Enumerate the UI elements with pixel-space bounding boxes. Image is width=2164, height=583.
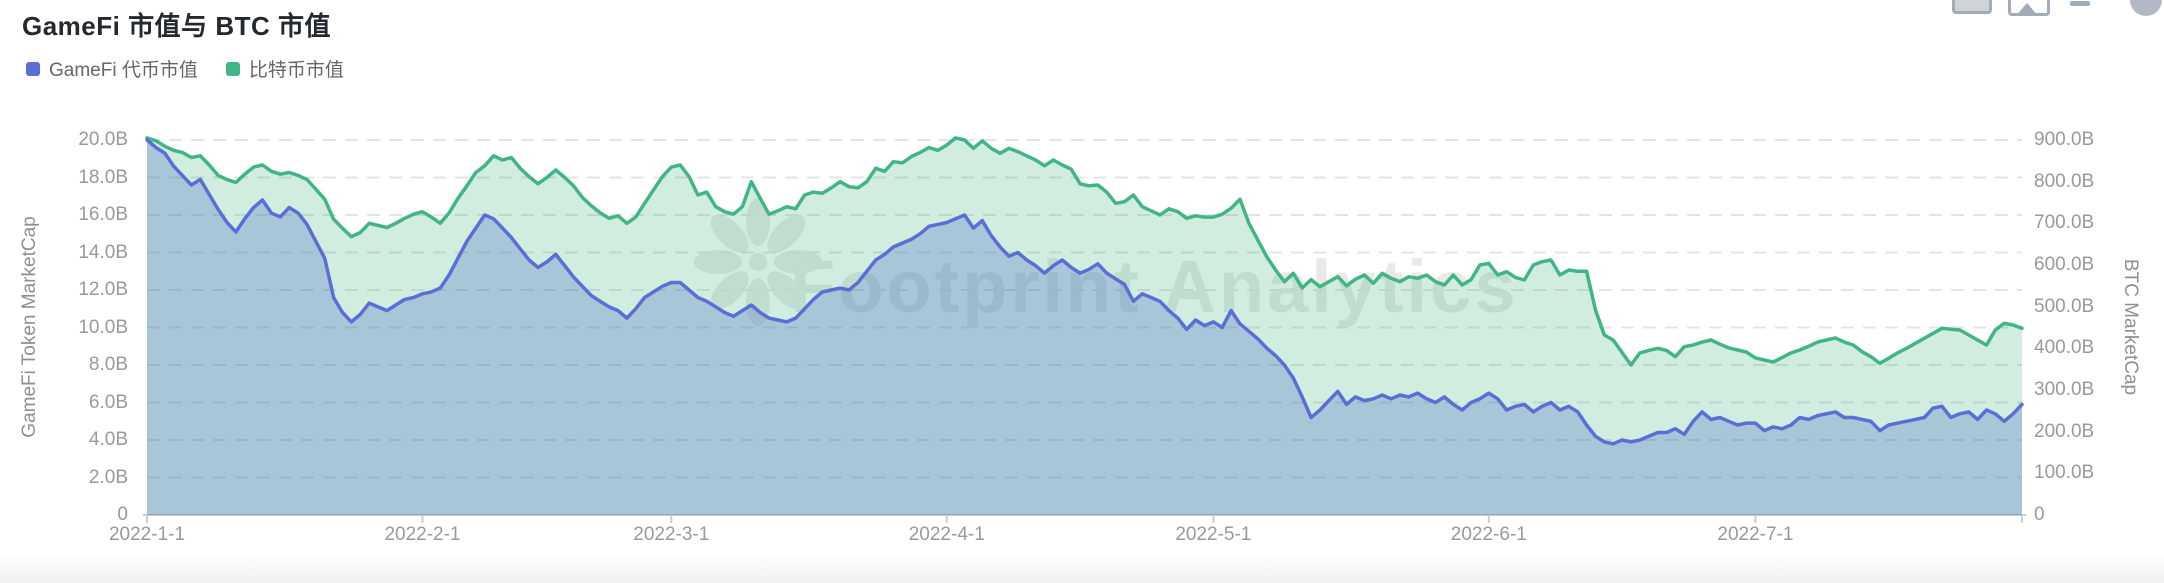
left-axis-tick-label: 4.0B — [88, 429, 128, 450]
left-axis-tick-label: 8.0B — [88, 354, 128, 375]
x-axis-tick-label: 2022-3-1 — [633, 524, 710, 545]
x-axis-tick-label: 2022-6-1 — [1450, 524, 1527, 545]
left-axis-tick-label: 14.0B — [78, 241, 128, 263]
right-axis-tick-label: 800.0B — [2034, 170, 2095, 192]
x-axis-tick-label: 2022-5-1 — [1175, 524, 1252, 545]
right-axis-tick-label: 0 — [2034, 504, 2045, 525]
left-axis-tick-label: 6.0B — [88, 391, 128, 413]
right-axis-tick-label: 300.0B — [2034, 379, 2095, 400]
left-axis-tick-label: 16.0B — [78, 204, 128, 225]
line-left — [145, 138, 2024, 446]
left-axis-title: GameFi Token MarketCap — [19, 216, 40, 438]
download-image-icon[interactable] — [2008, 0, 2050, 16]
legend-item-1[interactable]: 比特币市值 — [225, 55, 344, 82]
collapse-icon[interactable] — [2070, 1, 2090, 6]
legend-swatch-icon — [225, 61, 240, 76]
table-view-icon[interactable] — [1952, 0, 1992, 14]
left-axis-tick-label: 20.0B — [78, 129, 128, 150]
left-axis-tick-label: 10.0B — [78, 316, 128, 338]
right-axis-title: BTC MarketCap — [2120, 258, 2141, 396]
left-axis-tick-label: 2.0B — [88, 466, 128, 488]
x-axis-tick-label: 2022-2-1 — [384, 524, 461, 545]
legend-label: 比特币市值 — [248, 60, 344, 81]
right-axis-tick-label: 100.0B — [2034, 462, 2095, 484]
legend: GameFi 代币市值 比特币市值 — [26, 55, 344, 82]
right-axis-tick-label: 200.0B — [2034, 420, 2095, 442]
right-axis-tick-label: 600.0B — [2034, 254, 2095, 275]
left-axis-tick-label: 0 — [117, 504, 128, 525]
right-axis-tick-label: 500.0B — [2034, 295, 2095, 317]
area-left — [147, 140, 2022, 515]
right-axis-tick-label: 400.0B — [2034, 337, 2095, 359]
line-right — [145, 136, 2024, 367]
x-axis-tick-label: 2022-7-1 — [1717, 524, 1794, 545]
right-axis-tick-label: 700.0B — [2034, 212, 2095, 234]
legend-swatch-icon — [26, 61, 40, 76]
left-axis-tick-label: 12.0B — [78, 279, 128, 300]
avatar-icon[interactable] — [2130, 0, 2162, 16]
x-axis-tick-label: 2022-4-1 — [908, 524, 985, 545]
page-title: GameFi 市值与 BTC 市值 — [22, 11, 331, 41]
left-axis-tick-label: 18.0B — [78, 166, 128, 188]
right-axis-tick-label: 900.0B — [2034, 129, 2095, 150]
area-right — [147, 137, 2022, 515]
legend-item-0[interactable]: GameFi 代币市值 — [26, 55, 198, 82]
legend-label: GameFi 代币市值 — [49, 60, 198, 81]
card-footer — [0, 556, 2164, 583]
x-axis-tick-label: 2022-1-1 — [108, 524, 186, 545]
